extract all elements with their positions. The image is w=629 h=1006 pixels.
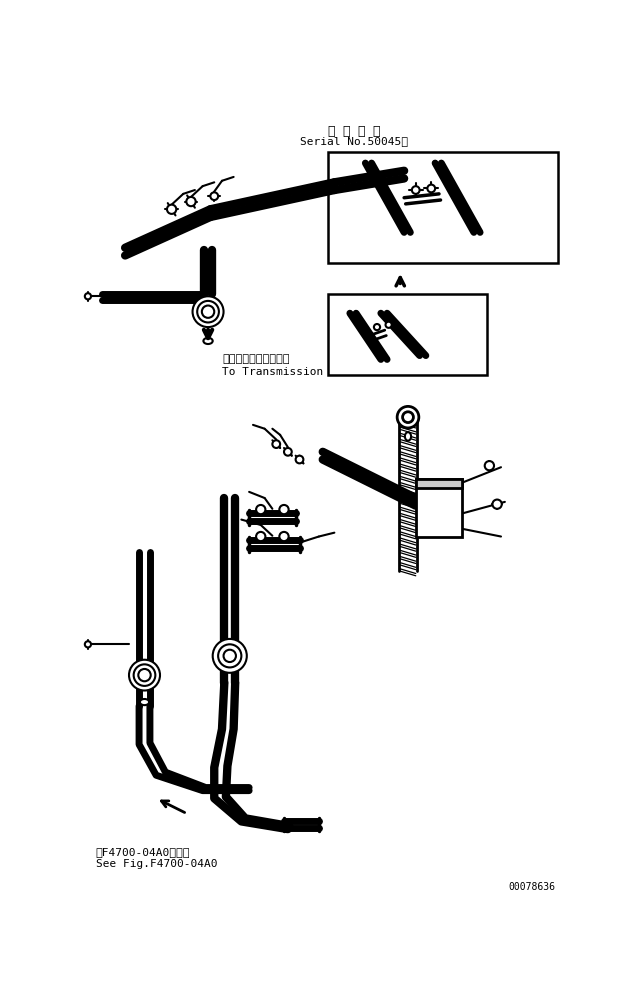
Text: 第F4700-04A0図参照: 第F4700-04A0図参照	[96, 847, 190, 857]
Text: トランスミッションへ: トランスミッションへ	[222, 354, 289, 364]
Circle shape	[397, 406, 419, 428]
Bar	[416, 479, 462, 536]
Circle shape	[256, 505, 265, 514]
Circle shape	[386, 322, 392, 328]
Circle shape	[412, 186, 420, 194]
Ellipse shape	[405, 433, 411, 441]
Circle shape	[256, 532, 265, 541]
Circle shape	[85, 293, 91, 300]
Ellipse shape	[203, 338, 213, 344]
Circle shape	[85, 641, 91, 648]
Text: 適 用 号 機: 適 用 号 機	[328, 125, 380, 138]
Circle shape	[284, 448, 292, 456]
Bar	[328, 152, 557, 264]
Text: 00078636: 00078636	[508, 882, 555, 892]
Circle shape	[427, 185, 435, 192]
Circle shape	[374, 324, 380, 330]
Circle shape	[210, 192, 218, 200]
Circle shape	[272, 441, 280, 448]
Circle shape	[202, 306, 214, 318]
Ellipse shape	[140, 699, 149, 705]
Circle shape	[296, 456, 303, 464]
Circle shape	[192, 297, 223, 327]
Circle shape	[403, 411, 413, 423]
Circle shape	[485, 461, 494, 470]
Circle shape	[133, 664, 155, 686]
Circle shape	[218, 644, 242, 667]
Bar	[416, 479, 462, 488]
Circle shape	[279, 532, 289, 541]
Circle shape	[129, 660, 160, 690]
Circle shape	[167, 204, 176, 214]
Circle shape	[186, 197, 196, 206]
Circle shape	[223, 650, 236, 662]
Circle shape	[213, 639, 247, 673]
Text: See Fig.F4700-04A0: See Fig.F4700-04A0	[96, 859, 217, 869]
Circle shape	[138, 669, 151, 681]
Text: To Transmission: To Transmission	[222, 367, 323, 376]
Text: Serial No.50045～: Serial No.50045～	[300, 137, 408, 147]
Circle shape	[493, 500, 502, 509]
Circle shape	[279, 505, 289, 514]
Circle shape	[198, 301, 219, 323]
Bar	[328, 294, 487, 375]
